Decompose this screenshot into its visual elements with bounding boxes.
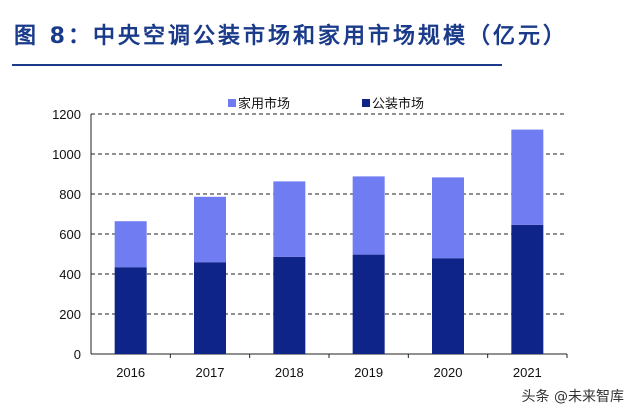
legend-label: 公装市场 (372, 96, 424, 112)
legend-swatch (228, 99, 236, 107)
bar-public-2020 (432, 258, 464, 354)
x-tick-label: 2020 (434, 365, 463, 380)
bar-home-2019 (352, 176, 385, 255)
bar-public-2019 (352, 254, 385, 354)
bar-home-2021 (511, 129, 544, 225)
y-tick-label: 1200 (52, 107, 81, 122)
x-tick-label: 2016 (116, 365, 145, 380)
watermark: 头条 @未来智库 (521, 389, 624, 405)
bar-public-2021 (511, 224, 544, 354)
y-tick-label: 800 (59, 187, 81, 202)
bar-home-2020 (432, 177, 464, 259)
y-tick-label: 0 (74, 347, 81, 362)
legend-swatch (362, 99, 370, 107)
bar-home-2018 (273, 181, 306, 257)
y-tick-label: 600 (59, 227, 81, 242)
x-tick-label: 2021 (513, 365, 542, 380)
bar-public-2017 (194, 262, 226, 354)
title-divider (12, 64, 502, 66)
bar-home-2017 (194, 196, 226, 263)
legend-label: 家用市场 (238, 96, 290, 112)
bar-public-2018 (273, 256, 306, 354)
bar-home-2016 (114, 221, 147, 268)
y-tick-label: 1000 (52, 147, 81, 162)
x-tick-label: 2019 (354, 365, 383, 380)
bar-public-2016 (114, 267, 147, 354)
chart-title: 图 8：中央空调公装市场和家用市场规模（亿元） (14, 24, 568, 49)
y-tick-label: 400 (59, 267, 81, 282)
x-tick-label: 2017 (196, 365, 225, 380)
x-tick-label: 2018 (275, 365, 304, 380)
y-tick-label: 200 (59, 307, 81, 322)
